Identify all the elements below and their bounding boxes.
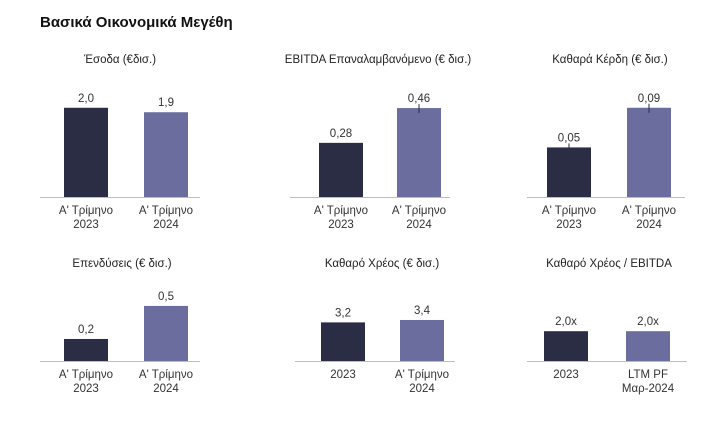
chart-4-bar-2	[144, 305, 188, 361]
chart-3-tick-label-2-line-2: 2024	[636, 219, 662, 231]
chart-3-bar-1	[547, 147, 591, 197]
chart-4-data-label-2: 0,5	[158, 291, 174, 303]
chart-6-bar-1	[544, 331, 588, 361]
chart-1-title: Έσοδα (€δισ.)	[83, 54, 156, 66]
chart-3-tick-label-1-line-1: Α' Τρίμηνο	[542, 205, 596, 217]
chart-2-title: EBITDA Επαναλαμβανόμενο (€ δισ.)	[285, 54, 472, 66]
chart-5-bar-2	[400, 319, 444, 361]
chart-5-tick-label-1-line-1: 2023	[330, 369, 356, 381]
chart-2-tick-label-2-line-1: Α' Τρίμηνο	[392, 205, 446, 217]
chart-5-bar-1	[321, 322, 365, 361]
chart-2-data-label-2: 0,46	[408, 93, 430, 105]
chart-1-data-label-1: 2,0	[78, 93, 94, 105]
chart-4-bar-1	[64, 338, 108, 361]
chart-3-data-label-2: 0,09	[638, 93, 660, 105]
chart-5-data-label-1: 3,2	[335, 307, 351, 319]
chart-5-data-label-2: 3,4	[414, 305, 431, 317]
page-title: Βασικά Οικονομικά Μεγέθη	[40, 14, 233, 31]
chart-6-bar-2	[626, 331, 670, 361]
chart-6-data-label-2: 2,0x	[637, 316, 659, 328]
chart-6-title: Καθαρό Χρέος / EBITDA	[546, 258, 672, 270]
chart-2-data-label-1: 0,28	[330, 128, 352, 140]
chart-6-data-label-1: 2,0x	[555, 316, 577, 328]
chart-2-tick-label-2-line-2: 2024	[406, 219, 432, 231]
chart-2-tick-label-1-line-2: 2023	[328, 219, 354, 231]
chart-1-tick-label-2-line-2: 2024	[153, 219, 179, 231]
chart-5-tick-label-2-line-1: Α' Τρίμηνο	[395, 369, 449, 381]
chart-2-bar-2	[397, 108, 441, 197]
chart-6-tick-label-2-line-1: LTM PF	[628, 369, 668, 381]
chart-3-bar-2	[627, 107, 671, 197]
chart-1-tick-label-1-line-2: 2023	[73, 219, 99, 231]
chart-4-tick-label-2-line-2: 2024	[153, 383, 179, 395]
chart-3-tick-label-2-line-1: Α' Τρίμηνο	[622, 205, 676, 217]
chart-3-tick-label-1-line-2: 2023	[556, 219, 582, 231]
chart-1-data-label-2: 1,9	[158, 97, 174, 109]
chart-3-title: Καθαρά Κέρδη (€ δισ.)	[552, 54, 668, 66]
chart-5-tick-label-2-line-2: 2024	[409, 383, 435, 395]
chart-4-tick-label-1-line-2: 2023	[73, 383, 99, 395]
chart-1-bar-2	[144, 112, 188, 197]
chart-1-tick-label-1-line-1: Α' Τρίμηνο	[59, 205, 113, 217]
chart-5-title: Καθαρό Χρέος (€ δισ.)	[325, 258, 439, 270]
chart-4-tick-label-1-line-1: Α' Τρίμηνο	[59, 369, 113, 381]
chart-6-tick-label-1-line-1: 2023	[553, 369, 579, 381]
chart-1-tick-label-2-line-1: Α' Τρίμηνο	[139, 205, 193, 217]
chart-3-data-label-1: 0,05	[558, 132, 580, 144]
chart-2-bar-1	[319, 142, 363, 197]
chart-4-title: Επενδύσεις (€ δισ.)	[72, 258, 171, 270]
chart-4-data-label-1: 0,2	[78, 324, 94, 336]
chart-4-tick-label-2-line-1: Α' Τρίμηνο	[139, 369, 193, 381]
chart-6-tick-label-2-line-2: Μαρ-2024	[622, 383, 675, 395]
chart-2-tick-label-1-line-1: Α' Τρίμηνο	[314, 205, 368, 217]
chart-1-bar-1	[64, 107, 108, 197]
